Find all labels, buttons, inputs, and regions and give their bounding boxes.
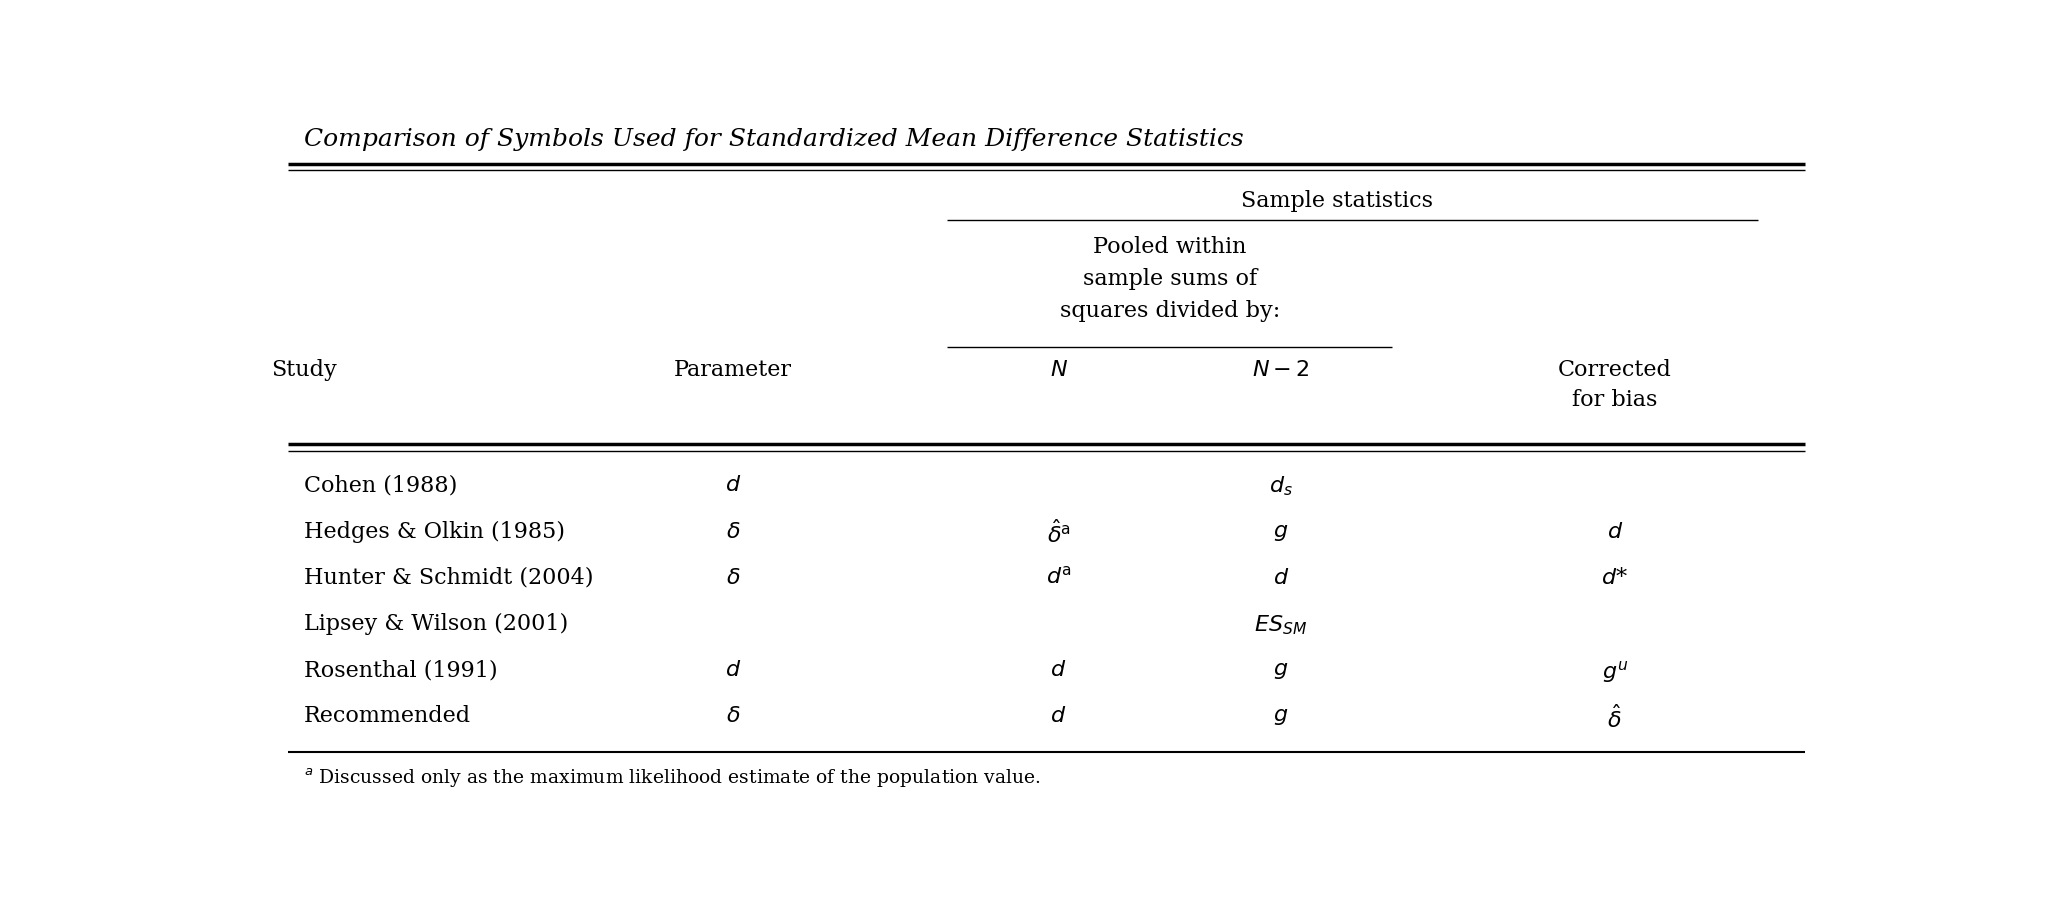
Text: $\mathit{d}$: $\mathit{d}$ [1050,660,1066,681]
Text: Sample statistics: Sample statistics [1240,189,1433,212]
Text: $\mathit{d}$: $\mathit{d}$ [1050,706,1066,728]
Text: $\delta$: $\delta$ [726,521,740,543]
Text: $\mathit{d}$: $\mathit{d}$ [726,660,740,681]
Text: $\mathit{g}$: $\mathit{g}$ [1273,521,1289,543]
Text: $\mathit{g}^{u}$: $\mathit{g}^{u}$ [1601,660,1628,685]
Text: $\mathit{N}$: $\mathit{N}$ [1050,359,1068,381]
Text: Hunter & Schmidt (2004): Hunter & Schmidt (2004) [303,567,592,589]
Text: $\mathit{N} - 2$: $\mathit{N} - 2$ [1253,359,1310,381]
Text: $^{a}$ Discussed only as the maximum likelihood estimate of the population value: $^{a}$ Discussed only as the maximum lik… [303,767,1041,790]
Text: $\mathit{ES}_{SM}$: $\mathit{ES}_{SM}$ [1255,613,1308,637]
Text: $\delta$: $\delta$ [726,567,740,589]
Text: $\mathit{g}$: $\mathit{g}$ [1273,660,1289,681]
Text: $\mathit{d}_{s}$: $\mathit{d}_{s}$ [1269,475,1294,498]
Text: $\mathit{d}$*: $\mathit{d}$* [1601,567,1628,589]
Text: $\mathit{d}$: $\mathit{d}$ [1607,521,1624,543]
Text: $\mathit{d}$: $\mathit{d}$ [726,475,740,496]
Text: $\delta$: $\delta$ [726,706,740,728]
Text: Lipsey & Wilson (2001): Lipsey & Wilson (2001) [303,613,568,635]
Text: Rosenthal (1991): Rosenthal (1991) [303,660,498,681]
Text: $\mathit{d}$: $\mathit{d}$ [1273,567,1289,589]
Text: Recommended: Recommended [303,706,472,728]
Text: Pooled within
sample sums of
squares divided by:: Pooled within sample sums of squares div… [1060,236,1279,323]
Text: $\mathit{d}^{\mathrm{a}}$: $\mathit{d}^{\mathrm{a}}$ [1046,567,1072,589]
Text: $\hat{\delta}^{\mathrm{a}}$: $\hat{\delta}^{\mathrm{a}}$ [1048,521,1070,548]
Text: $\hat{\delta}$: $\hat{\delta}$ [1607,706,1622,733]
Text: Study: Study [271,359,336,381]
Text: $\mathit{g}$: $\mathit{g}$ [1273,706,1289,728]
Text: Cohen (1988): Cohen (1988) [303,475,457,496]
Text: Corrected
for bias: Corrected for bias [1558,359,1671,411]
Text: Comparison of Symbols Used for Standardized Mean Difference Statistics: Comparison of Symbols Used for Standardi… [303,128,1244,151]
Text: Parameter: Parameter [674,359,791,381]
Text: Hedges & Olkin (1985): Hedges & Olkin (1985) [303,521,566,543]
